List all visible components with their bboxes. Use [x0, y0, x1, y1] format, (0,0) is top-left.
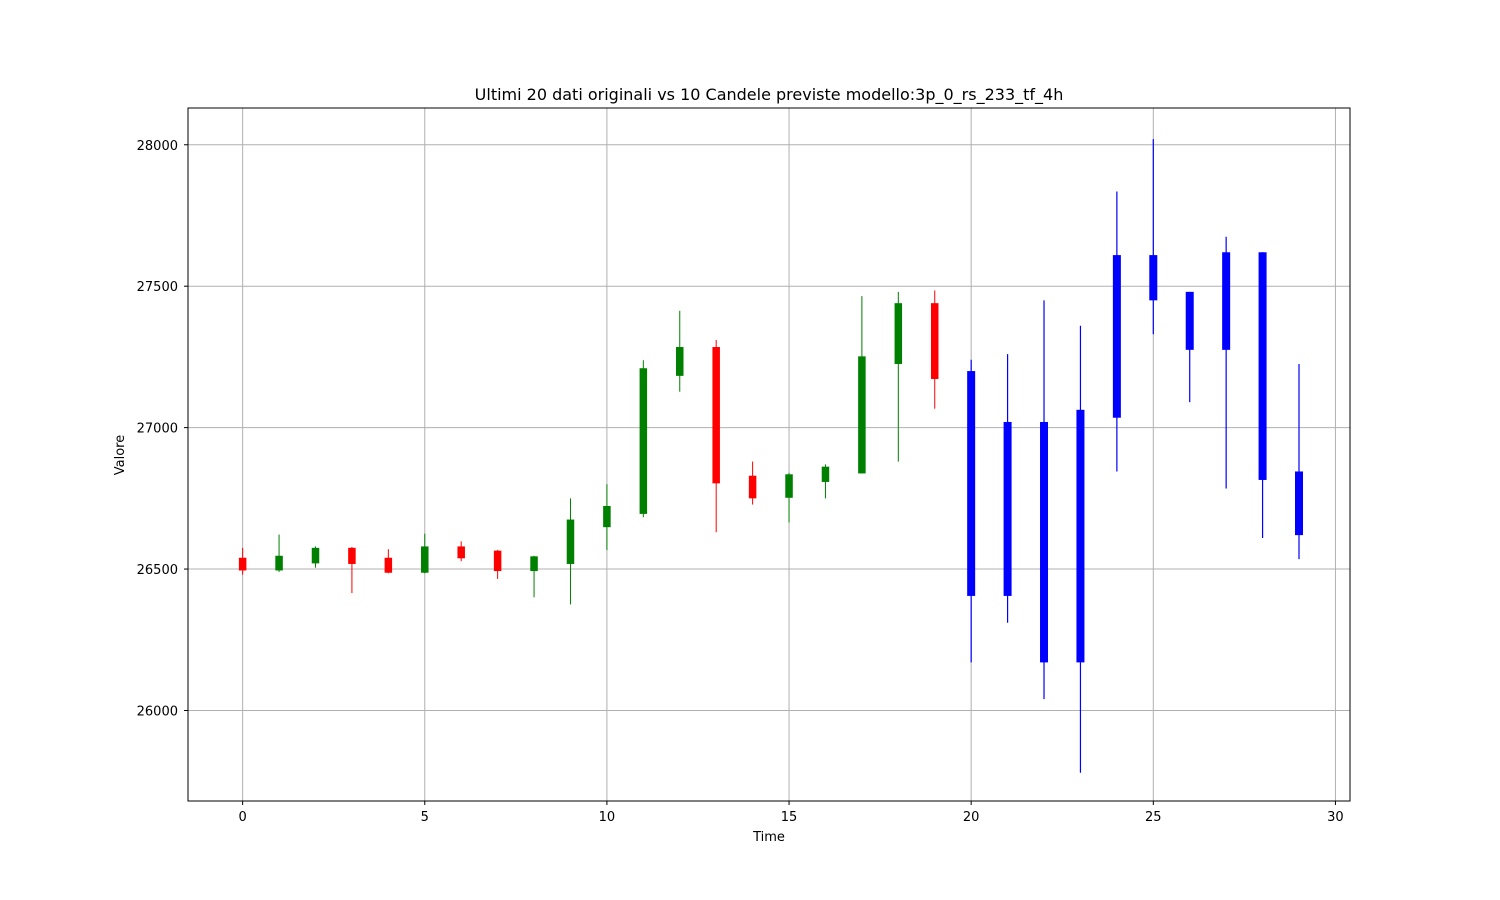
candle-body — [1222, 252, 1231, 350]
candle-body — [676, 347, 684, 376]
candles — [238, 139, 1304, 773]
candle — [311, 546, 320, 568]
candle-body — [894, 303, 903, 364]
candle-body — [858, 356, 866, 474]
chart-title: Ultimi 20 dati originali vs 10 Candele p… — [475, 85, 1064, 105]
x-tick-label: 20 — [963, 810, 980, 825]
x-tick-label: 10 — [599, 810, 616, 825]
grid — [188, 108, 1350, 801]
candle-body — [1295, 471, 1304, 536]
candle — [821, 464, 830, 499]
candle-body — [712, 347, 720, 484]
candle-body — [748, 475, 757, 499]
candle-body — [639, 368, 648, 514]
forecast-candle — [1003, 354, 1012, 623]
candle-body — [457, 546, 465, 559]
candle — [566, 498, 575, 605]
candle-body — [1185, 291, 1194, 350]
candle-body — [603, 505, 611, 528]
x-tick-label: 15 — [781, 810, 798, 825]
candle-body — [384, 557, 393, 573]
forecast-candle — [1185, 291, 1194, 403]
candle — [493, 549, 502, 579]
forecast-candle — [1222, 236, 1231, 489]
y-tick-label: 26500 — [137, 563, 178, 578]
x-axis-label: Time — [752, 830, 785, 845]
y-tick-label: 28000 — [137, 139, 178, 154]
candle — [748, 461, 757, 505]
axis-ticks: 0 5 10 15 20 25 30 26000 26500 27000 27500 28000 — [137, 139, 1344, 825]
candle-body — [1258, 252, 1267, 480]
x-tick-label: 5 — [421, 810, 429, 825]
candle-body — [930, 303, 939, 379]
candle — [712, 339, 720, 533]
candle-body — [1149, 255, 1158, 301]
candle — [894, 291, 903, 462]
candle-body — [967, 371, 976, 596]
forecast-candle — [1295, 363, 1304, 560]
candle — [930, 290, 939, 409]
forecast-candle — [1258, 252, 1267, 538]
x-tick-label: 0 — [238, 810, 246, 825]
candle — [457, 541, 465, 562]
candle — [384, 549, 393, 574]
y-axis-label: Valore — [113, 435, 128, 475]
forecast-candle — [967, 359, 976, 663]
candle-body — [566, 519, 575, 564]
candle — [676, 310, 684, 392]
candle-body — [1003, 421, 1012, 596]
candle-body — [785, 474, 793, 498]
plot-frame — [187, 107, 1351, 802]
candle-body — [1112, 255, 1121, 418]
candle-body — [493, 550, 502, 572]
forecast-candle — [1076, 325, 1085, 773]
candle-body — [238, 557, 247, 571]
candle — [421, 533, 429, 574]
candle — [275, 534, 283, 572]
candle — [348, 546, 356, 594]
x-tick-label: 30 — [1327, 810, 1344, 825]
candle — [603, 484, 611, 551]
candle-body — [348, 547, 356, 564]
x-tick-label: 25 — [1145, 810, 1162, 825]
candle-body — [275, 555, 283, 571]
candle-body — [311, 547, 320, 564]
y-tick-label: 26000 — [137, 704, 178, 719]
candle — [785, 472, 793, 523]
candle-body — [1040, 421, 1049, 663]
forecast-candle — [1040, 300, 1049, 700]
forecast-candle — [1112, 191, 1121, 472]
candle — [530, 555, 538, 598]
candle — [639, 360, 648, 518]
candle-body — [821, 466, 830, 482]
candle — [858, 296, 866, 474]
candle-body — [1076, 409, 1085, 663]
y-tick-label: 27500 — [137, 280, 178, 295]
candle-body — [530, 556, 538, 572]
candle-body — [421, 546, 429, 573]
forecast-candle — [1149, 139, 1158, 335]
y-tick-label: 27000 — [137, 422, 178, 437]
candle — [238, 547, 247, 575]
